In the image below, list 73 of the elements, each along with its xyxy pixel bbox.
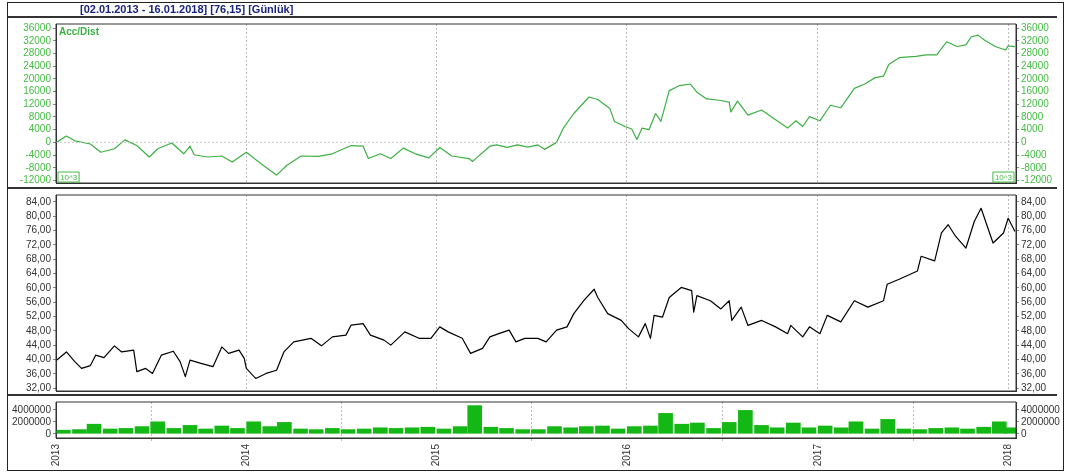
y2-tick-label: 32000	[1021, 34, 1050, 46]
y-tick-label: 76,00	[25, 224, 52, 236]
y2-tick-label: 60,00	[1021, 281, 1047, 293]
y-tick-label: 4000000	[12, 403, 52, 415]
y-tick-label: 64,00	[25, 267, 52, 279]
y-tick-label: 80,00	[25, 209, 52, 221]
y-tick-label: 0	[45, 427, 52, 439]
y-tick-label: -4000	[25, 148, 52, 160]
y2-tick-label: 12000	[1021, 98, 1050, 110]
y2-tick-label: 72,00	[1021, 238, 1047, 250]
y-tick-label: -8000	[25, 161, 52, 173]
y-tick-label: 40,00	[25, 353, 52, 365]
y-tick-label: 52,00	[25, 310, 52, 322]
y2-tick-label: 64,00	[1021, 267, 1047, 279]
y-tick-label: 32,00	[25, 381, 52, 393]
bar	[817, 425, 833, 434]
x-tick-label: 2013	[49, 443, 61, 467]
y2-tick-label: 0	[1021, 427, 1027, 439]
y2-tick-label: 56,00	[1021, 295, 1047, 307]
y2-tick-label: 44,00	[1021, 338, 1047, 350]
y2-tick-label: 80,00	[1021, 209, 1047, 221]
y2-tick-label: 52,00	[1021, 310, 1047, 322]
x-tick-label: 2017	[811, 443, 823, 467]
x-tick-label: 2015	[430, 443, 442, 467]
y-tick-label: 36,00	[25, 367, 52, 379]
y-tick-label: 60,00	[25, 281, 52, 293]
y-tick-label: 28000	[23, 47, 52, 59]
y-tick-label: -12000	[19, 174, 52, 186]
y2-tick-label: 36,00	[1021, 367, 1047, 379]
y2-tick-label: 32,00	[1021, 381, 1047, 393]
y2-tick-label: -8000	[1021, 161, 1048, 173]
annotation: 10^3	[60, 173, 78, 182]
y2-tick-label: 48,00	[1021, 324, 1047, 336]
y2-tick-label: 36000	[1021, 21, 1050, 33]
y-tick-label: 4000	[28, 123, 52, 135]
y-tick-label: 32000	[23, 34, 52, 46]
y-tick-label: 48,00	[25, 324, 52, 336]
y2-tick-label: 2000000	[1021, 415, 1061, 427]
y2-tick-label: 68,00	[1021, 252, 1047, 264]
y-tick-label: 56,00	[25, 295, 52, 307]
x-tick-label: 2016	[620, 443, 632, 467]
y2-tick-label: 84,00	[1021, 195, 1047, 207]
y2-tick-label: 4000000	[1021, 403, 1061, 415]
y-tick-label: 36000	[23, 21, 52, 33]
y2-tick-label: 4000	[1021, 123, 1044, 135]
annotation: 10^3	[994, 173, 1013, 182]
y-tick-label: 72,00	[25, 238, 52, 250]
y2-tick-label: 0	[1021, 136, 1027, 148]
y2-tick-label: 40,00	[1021, 353, 1047, 365]
y-tick-label: 84,00	[25, 195, 52, 207]
y2-tick-label: 24000	[1021, 59, 1050, 71]
x-tick-label: 2018	[1001, 443, 1013, 467]
y2-tick-label: 16000	[1021, 85, 1050, 97]
y2-tick-label: 8000	[1021, 110, 1044, 122]
y-tick-label: 20000	[23, 72, 52, 84]
y-tick-label: 8000	[28, 110, 52, 122]
text: Acc/Dist	[59, 26, 100, 37]
y2-tick-label: 76,00	[1021, 224, 1047, 236]
y2-tick-label: -4000	[1021, 148, 1048, 160]
y-tick-label: 0	[45, 136, 52, 148]
y-tick-label: 44,00	[25, 338, 52, 350]
y-tick-label: 12000	[23, 98, 52, 110]
y-tick-label: 2000000	[12, 415, 52, 427]
y-tick-label: 16000	[23, 85, 52, 97]
y2-tick-label: 28000	[1021, 47, 1050, 59]
chart-title: [02.01.2013 - 16.01.2018] [76,15] [Günlük]	[80, 3, 294, 15]
x-tick-label: 2014	[240, 443, 252, 467]
y2-tick-label: -12000	[1021, 174, 1053, 186]
bar	[166, 428, 182, 434]
y-tick-label: 24000	[23, 59, 52, 71]
y-tick-label: 68,00	[25, 252, 52, 264]
y2-tick-label: 20000	[1021, 72, 1050, 84]
bar	[436, 428, 452, 434]
